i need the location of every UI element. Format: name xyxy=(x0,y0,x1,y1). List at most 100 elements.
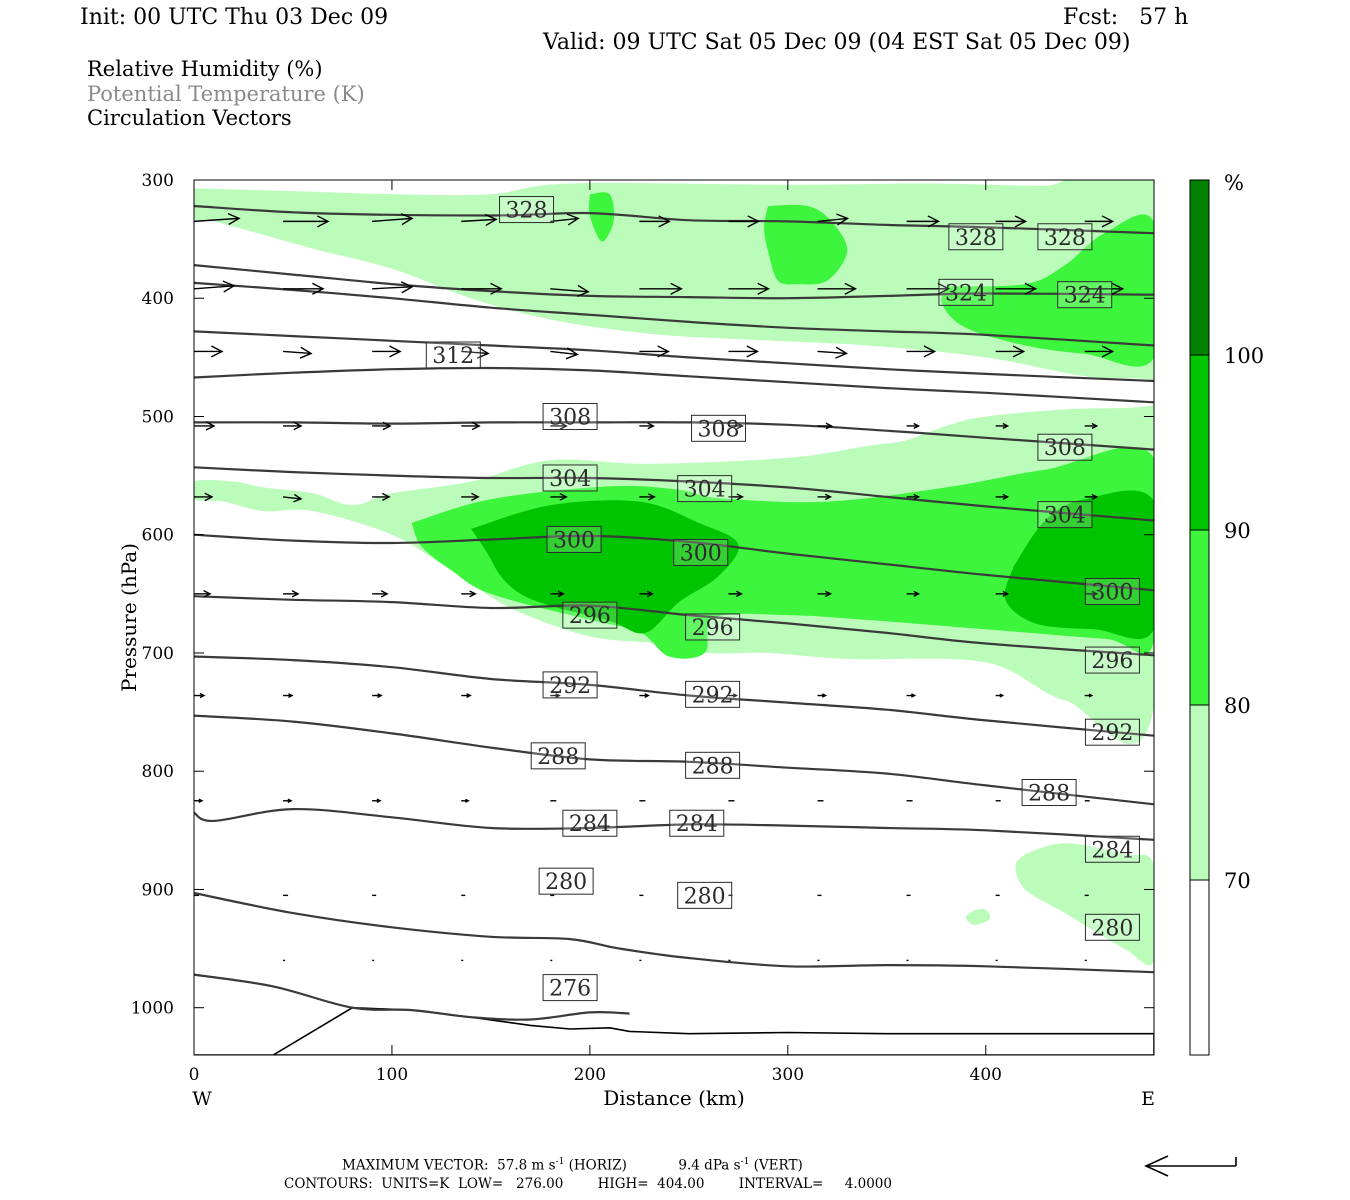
vector-head xyxy=(203,589,212,598)
vector-head xyxy=(736,493,744,501)
isentrope-label: 284 xyxy=(569,812,611,837)
vector-shaft xyxy=(461,218,497,223)
vector-shaft xyxy=(550,288,589,293)
terrain-surface xyxy=(194,1006,1154,1055)
circulation-vector xyxy=(728,590,743,598)
vector-head xyxy=(658,215,671,228)
reference-vector-icon xyxy=(1144,1155,1237,1177)
circulation-vector xyxy=(817,493,833,501)
circulation-vector xyxy=(995,590,1010,597)
circulation-vector xyxy=(728,282,770,295)
isentrope-label-box xyxy=(542,402,598,430)
vector-head xyxy=(999,693,1005,698)
isentrope-label-box xyxy=(1084,646,1140,674)
vector-head xyxy=(937,282,951,295)
colorbar-segment xyxy=(1189,704,1210,881)
x-tick-label: 200 xyxy=(574,1065,606,1085)
colorbar: 70 80 90 100% xyxy=(1189,171,1264,1056)
vector-head xyxy=(317,215,330,228)
vector-head xyxy=(476,346,490,359)
circulation-vector xyxy=(1084,422,1099,430)
circulation-vector xyxy=(906,422,921,430)
vector-head xyxy=(205,421,216,431)
isentrope-label: 292 xyxy=(1091,721,1133,746)
vector-shaft xyxy=(461,350,489,355)
circulation-vector xyxy=(550,213,580,226)
vector-head xyxy=(1014,215,1028,228)
circulation-vector xyxy=(1084,493,1099,500)
circulation-vector xyxy=(906,693,917,698)
isentrope-label: 280 xyxy=(1091,916,1133,941)
circulation-vector xyxy=(550,422,568,430)
isentrope-label: 288 xyxy=(1028,782,1070,807)
vector-head xyxy=(747,215,760,228)
vector-head xyxy=(1012,345,1026,358)
isentrope-label: 280 xyxy=(545,870,587,895)
vector-head xyxy=(400,281,414,294)
isentrope-label: 296 xyxy=(692,616,734,641)
isentrope-312 xyxy=(194,330,1154,383)
isentrope-320 xyxy=(194,281,1154,347)
vector-head xyxy=(299,346,313,359)
circulation-vector xyxy=(461,421,481,431)
circulation-vector xyxy=(728,345,759,358)
max-vert-value: 9.4 xyxy=(678,1157,700,1174)
isentrope-label: 304 xyxy=(1044,504,1086,529)
isentrope-label: 288 xyxy=(692,754,734,779)
circulation-vector xyxy=(372,590,389,598)
isentrope-label: 328 xyxy=(506,199,548,224)
circulation-vector xyxy=(1084,345,1115,358)
isentrope-label-box xyxy=(669,809,725,837)
circulation-vector xyxy=(550,590,565,598)
circulation-vector xyxy=(372,798,382,804)
circulation-vector xyxy=(639,693,650,699)
isentrope-label: 296 xyxy=(569,604,611,629)
colorbar-segment xyxy=(1189,179,1210,356)
vector-head xyxy=(566,213,580,226)
circulation-vector xyxy=(194,798,204,804)
isentrope-288 xyxy=(194,714,1154,806)
y-tick-label: 300 xyxy=(142,171,174,191)
vector-shaft xyxy=(283,350,312,355)
isentrope-308 xyxy=(194,421,1154,451)
circulation-vector xyxy=(639,282,683,295)
max-horiz-value: 57.8 xyxy=(497,1157,528,1174)
vector-head xyxy=(199,692,206,699)
vector-shaft xyxy=(550,350,578,356)
vector-head xyxy=(844,282,858,295)
vector-head xyxy=(657,345,670,358)
vector-head xyxy=(380,590,389,598)
x-endpoint-east: E xyxy=(1141,1088,1155,1110)
circulation-vectors xyxy=(194,213,1125,962)
vector-head xyxy=(382,492,391,501)
vector-head xyxy=(198,798,204,804)
circulation-vector xyxy=(194,692,206,699)
vector-head xyxy=(1002,493,1010,500)
isentrope-label-box xyxy=(562,601,618,629)
max-vector-label: MAXIMUM VECTOR: xyxy=(342,1157,489,1174)
vector-head xyxy=(291,590,300,598)
circulation-vector xyxy=(1084,282,1125,295)
isentrope-label: 288 xyxy=(537,745,579,770)
isentrope-label: 308 xyxy=(698,417,740,442)
circulation-vector xyxy=(817,422,834,430)
colorbar-unit: % xyxy=(1224,171,1244,195)
max-vert-exp: -1 xyxy=(740,1157,750,1167)
vector-head xyxy=(821,693,828,698)
isentrope-label-box xyxy=(691,414,747,442)
circulation-vector xyxy=(906,493,921,500)
y-tick-label: 800 xyxy=(142,762,174,782)
isentrope-280 xyxy=(194,891,1154,974)
vector-head xyxy=(913,422,921,430)
vector-head xyxy=(1101,345,1115,358)
circulation-vector xyxy=(906,345,937,358)
vector-shaft xyxy=(817,350,847,355)
isentrope-label-box xyxy=(542,974,598,1002)
isentrope-label: 300 xyxy=(553,528,595,553)
terrain-profile xyxy=(194,1006,1154,1055)
vector-head xyxy=(644,693,650,699)
vector-head xyxy=(312,282,325,295)
colorbar-level-label: 80 xyxy=(1224,694,1251,718)
circulation-vector xyxy=(194,280,236,293)
plot-frame xyxy=(193,179,1155,1056)
